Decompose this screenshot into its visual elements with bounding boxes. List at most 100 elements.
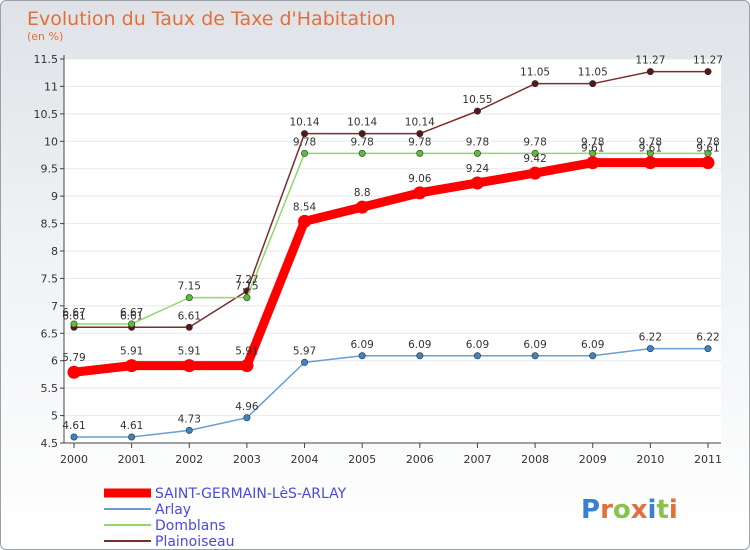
data-point [531, 80, 539, 88]
legend-label: Plainoiseau [155, 534, 235, 550]
data-point [185, 294, 193, 302]
series-line [73, 347, 709, 438]
data-label: 6.09 [523, 339, 546, 351]
y-tick-label: 4.5 [41, 437, 59, 450]
data-point [185, 426, 193, 434]
data-point [416, 130, 424, 138]
x-tick-label: 2000 [60, 453, 88, 466]
data-point [589, 352, 597, 360]
axes: 4.5 5 5.5 6 6.5 7 7.5 8 8.5 9 9.5 10 10.5 11 11.5 2000 2… [34, 53, 723, 466]
data-label: 10.14 [290, 117, 320, 129]
data-point [298, 214, 312, 228]
data-label: 6.09 [350, 339, 373, 351]
data-label: 10.14 [405, 117, 435, 129]
chart-title: Evolution du Taux de Taxe d'Habitation [27, 8, 396, 30]
logo-letter: o [613, 495, 631, 525]
data-point [531, 149, 539, 157]
data-point [358, 149, 366, 157]
data-label: 9.78 [581, 136, 604, 148]
x-tick-label: 2005 [348, 453, 376, 466]
logo-letter: r [600, 495, 613, 525]
data-label: 6.67 [120, 307, 143, 319]
logo-letter: x [631, 495, 648, 525]
data-label: 8.8 [354, 187, 371, 199]
x-tick-label: 2006 [406, 453, 434, 466]
data-point [358, 130, 366, 138]
data-point [473, 352, 481, 360]
y-tick-label: 5.5 [41, 382, 59, 395]
data-label: 10.14 [347, 117, 377, 129]
data-point [128, 320, 136, 328]
y-tick-label: 10 [44, 135, 58, 148]
data-point [704, 68, 712, 76]
data-point [646, 345, 654, 353]
legend-label: SAINT-GERMAIN-LèS-ARLAY [155, 486, 347, 502]
data-label: 9.78 [523, 136, 546, 148]
data-label: 5.79 [62, 352, 85, 364]
data-label: 11.27 [693, 55, 723, 67]
data-label: 9.78 [466, 136, 489, 148]
x-tick-label: 2004 [291, 453, 319, 466]
logo-letter: P [581, 495, 600, 525]
data-point [413, 186, 427, 200]
x-tick-label: 2010 [636, 453, 664, 466]
y-tick-label: 8.5 [41, 218, 59, 231]
data-label: 11.05 [520, 67, 550, 79]
data-point [470, 176, 484, 190]
data-point [701, 156, 715, 170]
data-label: 9.61 [639, 143, 662, 155]
data-label: 6.22 [639, 332, 662, 344]
data-point [416, 149, 424, 157]
logo-letter: i [648, 495, 657, 525]
data-label: 6.09 [581, 339, 604, 351]
x-tick-label: 2002 [175, 453, 203, 466]
data-label: 9.61 [696, 143, 719, 155]
data-point [301, 149, 309, 157]
logo-letter: i [669, 495, 678, 525]
data-point [355, 200, 369, 214]
data-label: 9.78 [639, 136, 662, 148]
x-tick-label: 2009 [579, 453, 607, 466]
data-label: 9.78 [350, 136, 373, 148]
legend: SAINT-GERMAIN-LèS-ARLAYArlayDomblansPlai… [104, 486, 347, 550]
y-tick-label: 9 [51, 190, 58, 203]
data-label: 10.55 [462, 94, 492, 106]
y-tick-label: 6.5 [41, 327, 59, 340]
data-label: 9.78 [696, 136, 719, 148]
data-point [531, 352, 539, 360]
x-tick-label: 2003 [233, 453, 261, 466]
data-point [182, 359, 196, 373]
data-point [704, 345, 712, 353]
data-label: 4.73 [178, 413, 201, 425]
data-label: 5.91 [120, 346, 143, 358]
proxiti-logo: Proxiti [581, 495, 678, 525]
data-point [358, 352, 366, 360]
data-point [586, 156, 600, 170]
series-line [69, 158, 713, 377]
grid-lines [64, 58, 721, 444]
data-label: 5.91 [178, 346, 201, 358]
y-tick-label: 6 [51, 355, 58, 368]
data-point [185, 323, 193, 331]
data-point [301, 358, 309, 366]
series-line [73, 152, 709, 325]
data-label: 6.09 [408, 339, 431, 351]
data-point [70, 320, 78, 328]
y-tick-label: 7 [51, 300, 58, 313]
data-label: 9.24 [466, 163, 490, 175]
chart-subtitle: (en %) [27, 30, 63, 43]
data-label: 4.61 [120, 420, 143, 432]
y-tick-label: 10.5 [34, 108, 59, 121]
x-tick-label: 2008 [521, 453, 549, 466]
data-point [70, 433, 78, 441]
data-point [67, 365, 81, 379]
data-point [128, 433, 136, 441]
data-label: 6.22 [696, 332, 719, 344]
data-label: 9.42 [523, 153, 546, 165]
data-label: 4.61 [62, 420, 85, 432]
y-tick-label: 7.5 [41, 272, 59, 285]
legend-label: Domblans [155, 518, 226, 534]
data-point [473, 149, 481, 157]
